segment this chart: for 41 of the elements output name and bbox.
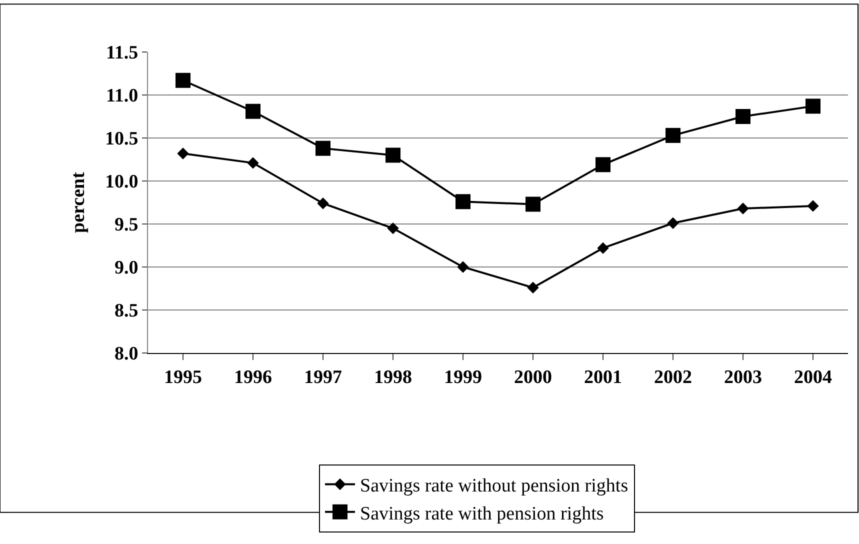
y-tick-label: 10.0 xyxy=(104,172,138,193)
y-tick-label: 11.0 xyxy=(106,86,138,107)
point xyxy=(456,194,470,210)
legend-label: Savings rate with pension rights xyxy=(360,503,604,524)
x-tick-label: 2004 xyxy=(794,366,832,388)
y-tick-label: 11.5 xyxy=(106,42,138,64)
point xyxy=(806,98,820,114)
y-tick-label: 8.0 xyxy=(114,344,138,365)
x-tick-label: 1996 xyxy=(234,366,272,388)
x-tick-label: 2003 xyxy=(724,366,762,388)
x-tick-label: 1998 xyxy=(374,366,412,388)
point xyxy=(387,222,399,234)
point xyxy=(457,261,469,273)
y-tick-label: 9.5 xyxy=(114,214,138,236)
point xyxy=(667,217,679,229)
legend-label: Savings rate without pension rights xyxy=(360,476,628,497)
x-tick-label: 2000 xyxy=(514,366,552,388)
x-tick-label: 1999 xyxy=(444,366,482,388)
x-tick-label: 1997 xyxy=(304,366,342,388)
point xyxy=(666,128,680,143)
point xyxy=(597,242,609,254)
point xyxy=(317,198,329,210)
point xyxy=(807,200,819,212)
point xyxy=(386,148,400,163)
y-tick-label: 10.5 xyxy=(104,128,138,150)
point xyxy=(596,157,610,172)
point xyxy=(247,157,259,169)
y-tick-label: 8.5 xyxy=(114,300,138,322)
x-tick-label: 1995 xyxy=(164,366,202,388)
x-tick-label: 2002 xyxy=(654,366,692,388)
point xyxy=(316,140,330,156)
point xyxy=(736,109,750,124)
x-tick-label: 2001 xyxy=(584,366,622,388)
point xyxy=(246,104,260,119)
point xyxy=(737,202,749,214)
point xyxy=(526,196,540,212)
point xyxy=(527,282,539,294)
point xyxy=(177,148,189,160)
y-tick-label: 9.0 xyxy=(114,258,138,279)
y-axis-title: percent xyxy=(68,171,89,233)
point xyxy=(176,72,190,88)
